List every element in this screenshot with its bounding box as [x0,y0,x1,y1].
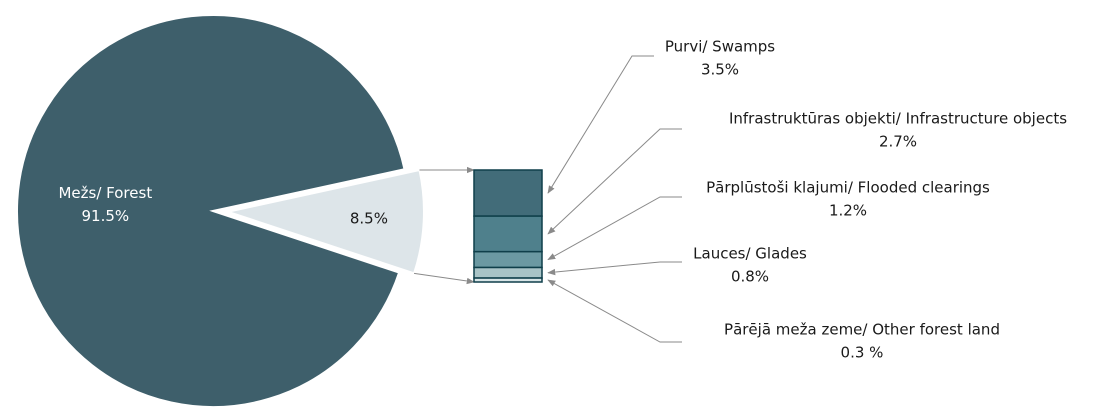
bar-segment [473,215,543,253]
pie-slice [16,14,406,408]
leader-line [547,55,654,194]
segment-value: 0.3 % [841,344,884,362]
leader-line [547,196,682,261]
bar-segment [473,169,543,217]
slice-label: Mežs/ Forest [58,184,152,202]
pie-slice [224,168,425,275]
slice-value: 91.5% [82,207,130,225]
segment-value: 3.5% [701,61,739,79]
leader-line [547,261,682,276]
segment-label: Pārplūstoši klajumi/ Flooded clearings [706,179,990,197]
segment-label: Pārējā meža zeme/ Other forest land [724,321,1000,339]
segment-label: Purvi/ Swamps [665,38,775,56]
segment-label: Infrastruktūras objekti/ Infrastructure … [729,110,1067,128]
slice-value: 8.5% [350,210,388,228]
bar-segment [473,266,543,279]
bar-segment [473,277,543,283]
segment-value: 1.2% [829,202,867,220]
segment-value: 0.8% [731,268,769,286]
segment-value: 2.7% [879,133,917,151]
bar-segment [473,250,543,269]
connector [413,272,475,285]
leader-line [547,279,682,343]
leader-line [547,128,682,235]
segment-label: Lauces/ Glades [693,245,807,263]
